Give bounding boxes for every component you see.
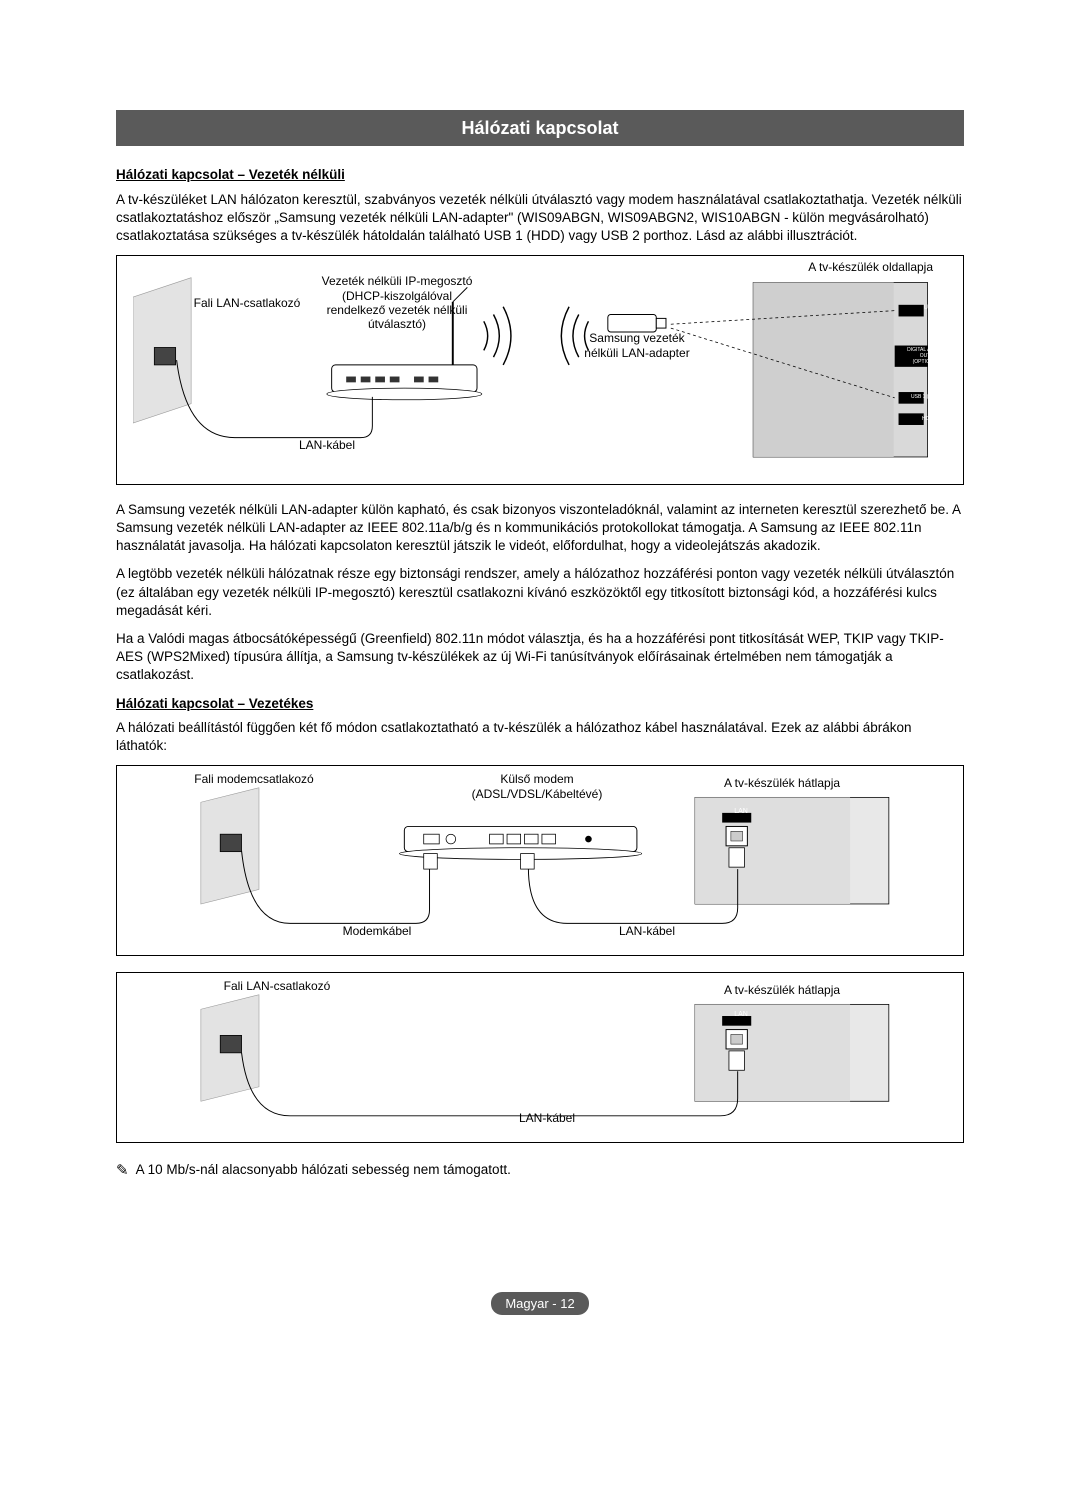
wireless-p3: A legtöbb vezeték nélküli hálózatnak rés… — [116, 565, 964, 620]
d1-usb2-label: USB 2 — [924, 305, 941, 312]
wireless-p4: Ha a Valódi magas átbocsátóképességű (Gr… — [116, 630, 964, 685]
d3-lan-port: LAN — [726, 1011, 756, 1019]
d1-digital-label: DIGITAL AUDIO OUT (OPTICAL) — [907, 347, 943, 365]
d2-lan-port: LAN — [726, 808, 756, 816]
wireless-heading: Hálózati kapcsolat – Vezeték nélküli — [116, 166, 964, 184]
d1-usb1-label: USB 1 (HDD) — [911, 394, 941, 400]
d1-sidepanel-label: A tv-készülék oldallapja — [773, 260, 933, 274]
wireless-p1: A tv-készüléket LAN hálózaton keresztül,… — [116, 191, 964, 246]
wired-modem-diagram: Fali modemcsatlakozó Külső modem (ADSL/V… — [116, 765, 964, 956]
d3-lancable: LAN-kábel — [487, 1111, 607, 1125]
wireless-diagram: Fali LAN-csatlakozó Vezeték nélküli IP-m… — [116, 255, 964, 485]
d1-wallport-label: Fali LAN-csatlakozó — [187, 296, 307, 310]
d1-adapter-label: Samsung vezeték nélküli LAN-adapter — [577, 331, 697, 360]
d2-wall-label: Fali modemcsatlakozó — [179, 772, 329, 786]
d3-backpanel-label: A tv-készülék hátlapja — [692, 983, 872, 997]
wired-heading: Hálózati kapcsolat – Vezetékes — [116, 695, 964, 713]
d3-wall-label: Fali LAN-csatlakozó — [197, 979, 357, 993]
wired-direct-diagram: Fali LAN-csatlakozó A tv-készülék hátlap… — [116, 972, 964, 1143]
d1-router-label: Vezeték nélküli IP-megosztó (DHCP-kiszol… — [317, 274, 477, 332]
d2-modem-title: Külső modem (ADSL/VDSL/Kábeltévé) — [447, 772, 627, 801]
note-row: ✎ A 10 Mb/s-nál alacsonyabb hálózati seb… — [116, 1161, 964, 1181]
note-text: A 10 Mb/s-nál alacsonyabb hálózati sebes… — [136, 1162, 511, 1177]
section-title: Hálózati kapcsolat — [116, 110, 964, 146]
wired-p1: A hálózati beállítástól függően két fő m… — [116, 719, 964, 755]
page-indicator: Magyar - 12 — [491, 1292, 588, 1316]
d1-lancable-label: LAN-kábel — [277, 438, 377, 452]
note-icon: ✎ — [116, 1161, 129, 1181]
wireless-p2: A Samsung vezeték nélküli LAN-adapter kü… — [116, 501, 964, 556]
d2-lancable: LAN-kábel — [587, 924, 707, 938]
footer: Magyar - 12 — [116, 1292, 964, 1316]
d1-hdmi-label: HDMI IN — [922, 416, 941, 422]
d2-backpanel-label: A tv-készülék hátlapja — [692, 776, 872, 790]
d2-modemcable: Modemkábel — [317, 924, 437, 938]
